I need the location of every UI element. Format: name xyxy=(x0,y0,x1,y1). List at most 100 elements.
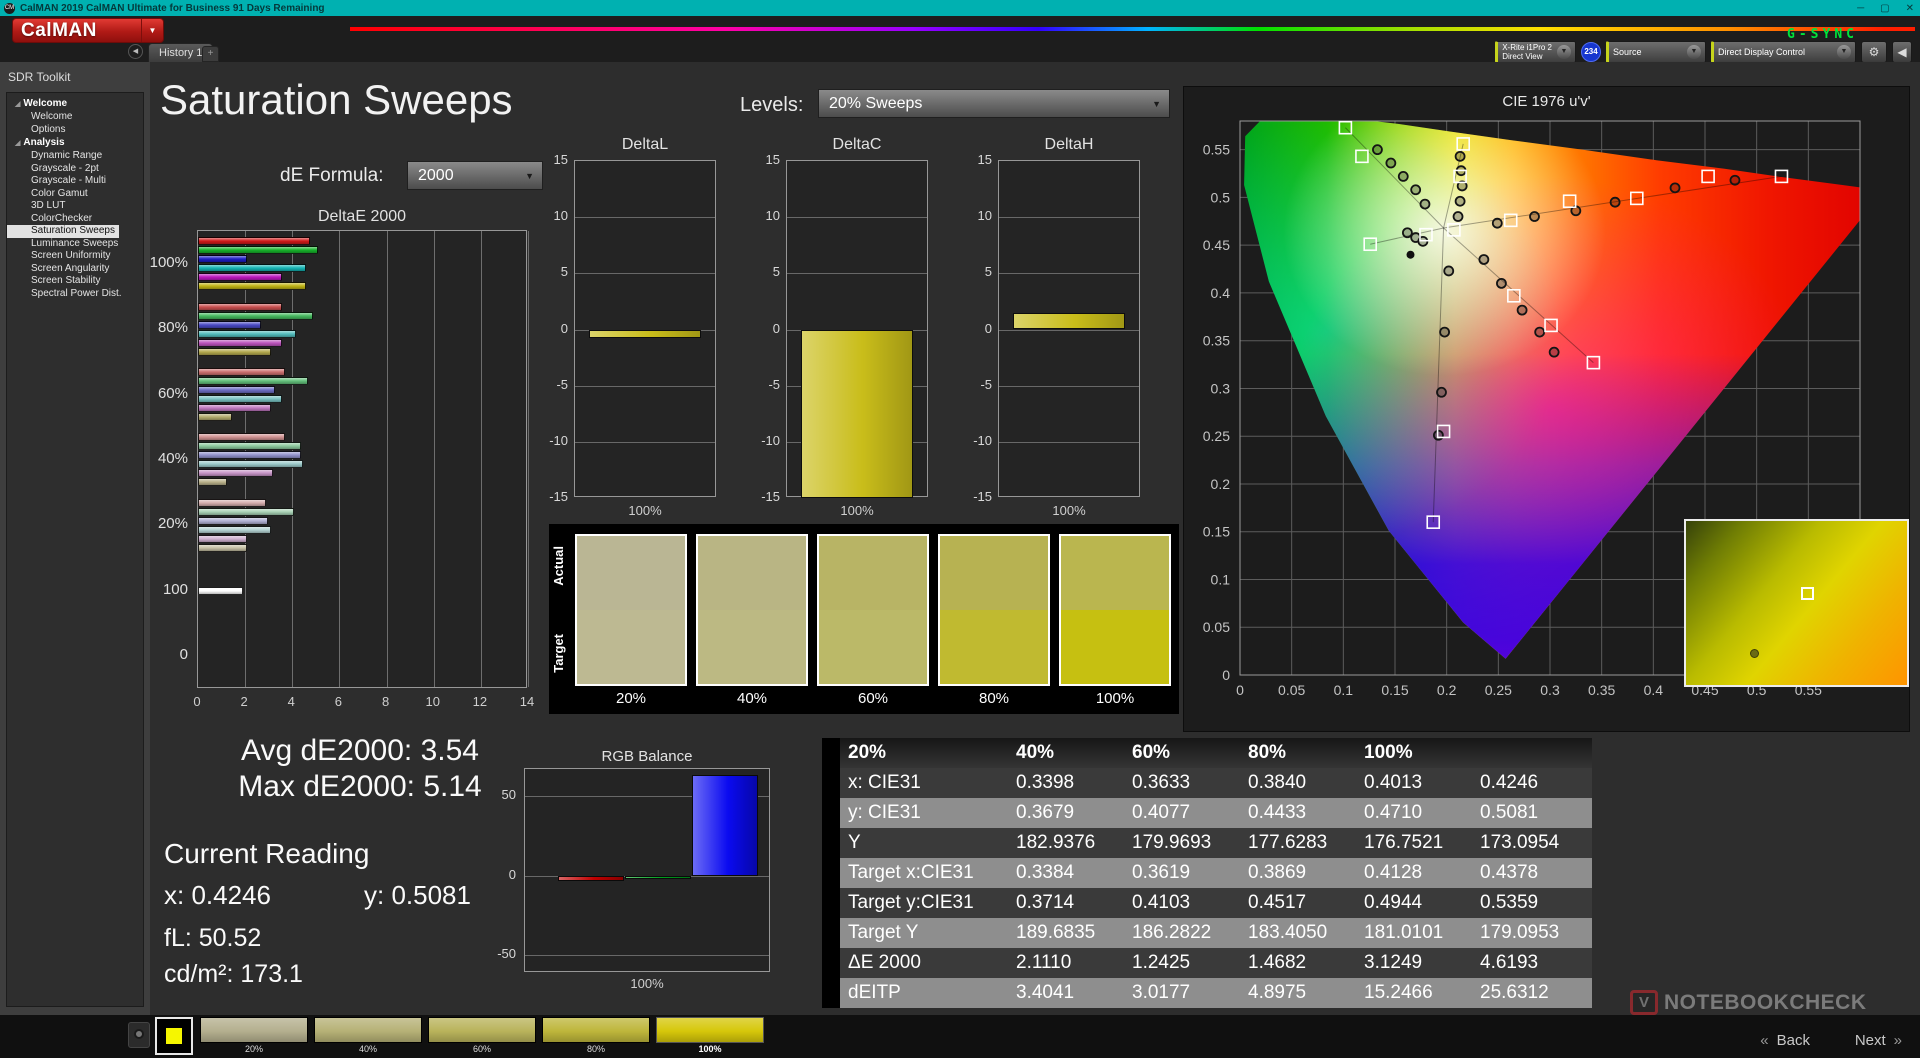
sidebar-item-screen-angularity[interactable]: Screen Angularity xyxy=(31,262,110,274)
sidebar-item-screen-stability[interactable]: Screen Stability xyxy=(31,275,101,286)
y-tick-label: -15 xyxy=(549,489,568,504)
y-tick-label: 15 xyxy=(553,152,568,167)
chevron-down-icon[interactable]: ▼ xyxy=(1687,45,1701,59)
cell-value: 3.4041 xyxy=(1016,982,1075,1003)
levels-dropdown[interactable]: 20% Sweeps ▼ xyxy=(818,89,1170,118)
gridline xyxy=(386,231,388,687)
de-formula-dropdown[interactable]: 2000 ▼ xyxy=(407,161,543,190)
sidebar-item-options[interactable]: Options xyxy=(31,123,66,135)
target-marker xyxy=(1800,586,1814,600)
patch-color xyxy=(314,1017,422,1043)
chevron-down-icon[interactable]: ▼ xyxy=(141,19,163,42)
gridline xyxy=(525,796,769,798)
calman-menu-button[interactable]: CalMAN ▼ xyxy=(12,18,164,43)
gridline xyxy=(339,231,341,687)
sidebar-item-grayscale-multi[interactable]: Grayscale - Multi xyxy=(31,175,107,186)
sidebar-item-color-gamut[interactable]: Color Gamut xyxy=(31,187,88,199)
tree-expand-icon[interactable]: ◢ xyxy=(15,101,21,108)
svg-text:0.5: 0.5 xyxy=(1211,189,1231,205)
table-row: x: CIE31 0.3398 0.3633 0.3840 0.4013 0.4246 xyxy=(822,768,1592,798)
next-button[interactable]: Next » xyxy=(1855,1032,1902,1049)
maximize-icon[interactable]: ▢ xyxy=(1880,2,1890,14)
sidebar-item-welcome[interactable]: Welcome xyxy=(31,111,73,122)
measured-marker xyxy=(1750,648,1760,658)
cell-value: 25.6312 xyxy=(1480,982,1549,1003)
patch-100%[interactable]: 100% xyxy=(656,1017,764,1055)
sidebar-item-luminance-sweeps[interactable]: Luminance Sweeps xyxy=(31,237,119,249)
bar-group-40% xyxy=(198,427,526,492)
display-control-dropdown[interactable]: Direct Display Control ▼ xyxy=(1711,41,1856,63)
sidebar-item-spectral-power-dist-[interactable]: Spectral Power Dist. xyxy=(31,287,122,299)
notebookcheck-text: NOTEBOOKCHECK xyxy=(1664,990,1867,1014)
sidebar-item-screen-uniformity[interactable]: Screen Uniformity xyxy=(31,250,111,261)
tree-section-analysis[interactable]: ◢ Analysis xyxy=(15,137,65,148)
bar-group-20% xyxy=(198,493,526,558)
cell-value: 4.8975 xyxy=(1248,982,1307,1003)
collapse-panel-icon[interactable]: ◀ xyxy=(1892,41,1912,63)
bar-group-0 xyxy=(198,624,526,689)
gear-icon[interactable]: ⚙ xyxy=(1861,41,1887,63)
bar xyxy=(198,413,233,422)
row-label: Target y:CIE31 xyxy=(848,892,974,913)
tab-history-1[interactable]: History 1 xyxy=(148,43,214,62)
cell-value: 0.3633 xyxy=(1132,772,1191,793)
collapse-sidebar-icon[interactable]: ◀ xyxy=(128,44,143,59)
svg-text:0.25: 0.25 xyxy=(1203,428,1230,444)
main-content: Saturation Sweeps Levels: 20% Sweeps ▼ d… xyxy=(150,62,1920,1015)
swatch-label: 60% xyxy=(857,690,889,707)
deltaH-x-label: 100% xyxy=(1052,503,1086,518)
meter-dropdown[interactable]: X-Rite i1Pro 2 Direct View ▼ xyxy=(1495,41,1576,63)
swatch-actual xyxy=(1061,536,1169,610)
cell-value: 15.2466 xyxy=(1364,982,1433,1003)
patch-60%[interactable]: 60% xyxy=(428,1017,536,1055)
patch-40%[interactable]: 40% xyxy=(314,1017,422,1055)
add-tab-button[interactable]: + xyxy=(202,46,219,62)
patch-20%[interactable]: 20% xyxy=(200,1017,308,1055)
close-icon[interactable]: ✕ xyxy=(1905,2,1914,14)
sidebar-item-saturation-sweeps[interactable]: Saturation Sweeps xyxy=(7,225,119,238)
target-label: Target xyxy=(551,634,566,673)
chevron-down-icon[interactable]: ▼ xyxy=(1557,45,1571,59)
bar xyxy=(1013,312,1125,330)
y-tick-label: 40% xyxy=(157,450,188,467)
cell-value: 0.4517 xyxy=(1248,892,1307,913)
y-tick-label: -5 xyxy=(768,376,780,392)
swatch-40% xyxy=(696,534,808,686)
source-dropdown[interactable]: Source ▼ xyxy=(1606,41,1706,63)
sidebar-item-3d-lut[interactable]: 3D LUT xyxy=(31,200,66,211)
cell-value: 1.2425 xyxy=(1132,952,1191,973)
sidebar-item-grayscale-2pt[interactable]: Grayscale - 2pt xyxy=(31,162,99,174)
back-button[interactable]: « Back xyxy=(1760,1032,1810,1049)
row-edge xyxy=(822,828,840,858)
cie-diagram-panel: CIE 1976 u'v' 0.55 0.5 0.45 0.4 0.35 0.3 0.25 0… xyxy=(1183,86,1910,732)
chevron-down-icon[interactable]: ▼ xyxy=(1837,45,1851,59)
sidebar-item-dynamic-range[interactable]: Dynamic Range xyxy=(31,150,103,161)
x-tick-label: 0 xyxy=(193,694,201,709)
tree-section-welcome[interactable]: ◢ Welcome xyxy=(15,98,68,109)
y-tick-label: -5 xyxy=(556,376,568,392)
deltaH-chart xyxy=(998,160,1140,497)
bar xyxy=(198,460,304,469)
bar-blue xyxy=(692,775,758,876)
row-label: Target x:CIE31 xyxy=(848,862,974,883)
tree-expand-icon[interactable]: ◢ xyxy=(15,140,21,147)
patch-label: 80% xyxy=(586,1044,605,1054)
patch-80%[interactable]: 80% xyxy=(542,1017,650,1055)
swatch-labels: 20% 40% 60% 80% 100% xyxy=(575,690,1171,707)
table-header-row: 20% 40% 60% 80% 100% xyxy=(822,738,1592,768)
column-header: 20% xyxy=(848,742,887,763)
bar xyxy=(198,255,248,264)
meter-status-icon[interactable] xyxy=(128,1022,150,1048)
cell-value: 177.6283 xyxy=(1248,832,1328,853)
row-edge xyxy=(822,768,840,798)
rgb-balance-title: RGB Balance xyxy=(601,748,693,765)
minimize-icon[interactable]: ─ xyxy=(1857,2,1865,14)
cell-value: 0.5359 xyxy=(1480,892,1539,913)
current-patch-thumbnail[interactable] xyxy=(155,1017,193,1055)
y-tick-label: 0 xyxy=(984,320,992,336)
sidebar-item-colorchecker[interactable]: ColorChecker xyxy=(31,212,93,224)
row-label: Y xyxy=(848,832,861,853)
deltaL-title: DeltaL xyxy=(621,136,669,153)
swatch-label: 40% xyxy=(736,690,768,707)
gridline xyxy=(999,217,1139,219)
